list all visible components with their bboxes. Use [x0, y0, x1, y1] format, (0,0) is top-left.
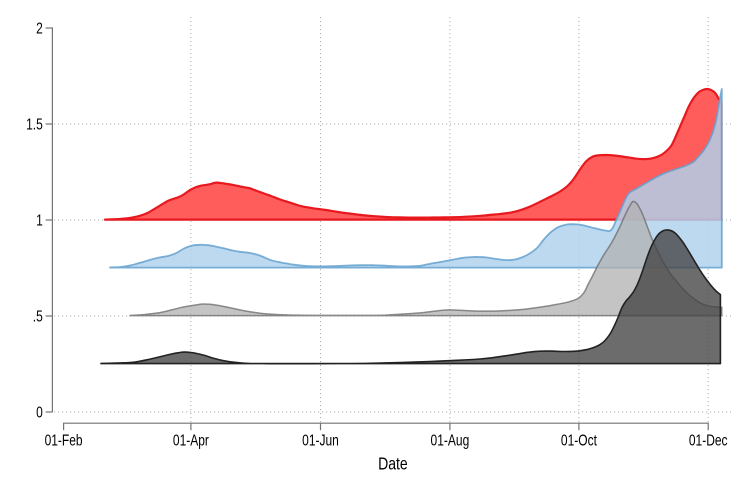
svg-text:0: 0	[36, 403, 43, 421]
svg-text:1: 1	[36, 211, 43, 229]
svg-text:01-Oct: 01-Oct	[561, 431, 597, 449]
svg-text:01-Dec: 01-Dec	[689, 431, 728, 449]
svg-text:1.5: 1.5	[26, 115, 43, 133]
svg-text:2: 2	[36, 19, 43, 37]
svg-text:01-Apr: 01-Apr	[173, 431, 209, 449]
svg-text:Date: Date	[378, 454, 408, 474]
svg-text:01-Aug: 01-Aug	[431, 431, 470, 449]
svg-text:.5: .5	[33, 307, 43, 325]
svg-text:01-Feb: 01-Feb	[45, 431, 83, 449]
svg-text:01-Jun: 01-Jun	[302, 431, 339, 449]
